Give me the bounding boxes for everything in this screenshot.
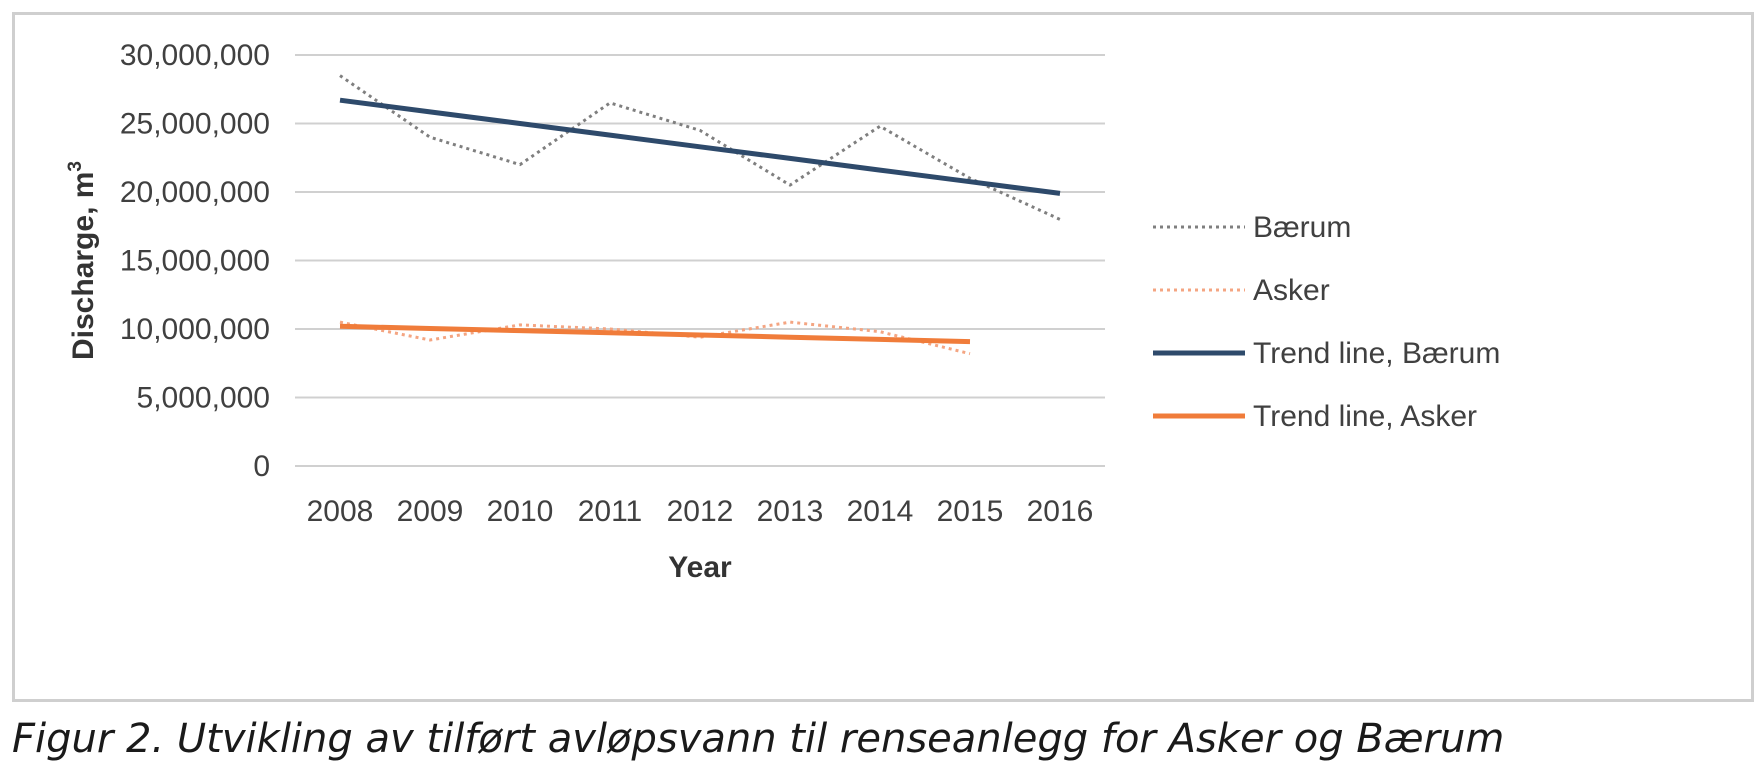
legend-label: Bærum bbox=[1253, 211, 1351, 244]
y-axis-title: Discharge, m3 bbox=[65, 161, 100, 360]
y-tick-label: 10,000,000 bbox=[120, 313, 270, 346]
figure-caption: Figur 2. Utvikling av tilført avløpsvann… bbox=[12, 716, 1505, 762]
x-tick-label: 2011 bbox=[578, 495, 643, 528]
legend: Bærum Asker Trend line, Bærum Trend line, A… bbox=[1153, 211, 1500, 433]
x-tick-label: 2008 bbox=[307, 495, 374, 528]
x-tick-label: 2012 bbox=[667, 495, 734, 528]
series-line-0 bbox=[339, 74, 1061, 221]
x-tick-label: 2013 bbox=[757, 495, 824, 528]
y-tick-label: 20,000,000 bbox=[120, 176, 270, 209]
x-axis-title: Year bbox=[668, 551, 732, 584]
legend-label: Asker bbox=[1253, 274, 1330, 307]
x-tick-label: 2009 bbox=[397, 495, 464, 528]
legend-label: Trend line, Bærum bbox=[1253, 337, 1500, 370]
y-axis-title-text: Discharge, m bbox=[67, 172, 100, 360]
y-tick-label: 25,000,000 bbox=[120, 108, 270, 141]
y-tick-label: 30,000,000 bbox=[120, 39, 270, 72]
x-tick-label: 2010 bbox=[487, 495, 554, 528]
legend-label: Trend line, Asker bbox=[1253, 400, 1477, 433]
series-line-1 bbox=[339, 320, 971, 356]
series-line-2 bbox=[339, 97, 1061, 196]
y-tick-label: 0 bbox=[253, 450, 270, 483]
chart-frame: 0 5,000,000 10,000,000 15,000,000 20,000,000… bbox=[12, 12, 1754, 702]
x-tick-label: 2014 bbox=[847, 495, 914, 528]
x-tick-label: 2015 bbox=[937, 495, 1004, 528]
y-axis-title-superscript: 3 bbox=[65, 161, 86, 172]
series-line-3 bbox=[339, 323, 971, 345]
y-tick-label: 15,000,000 bbox=[120, 245, 270, 278]
chart-svg: 0 5,000,000 10,000,000 15,000,000 20,000,000… bbox=[65, 39, 1500, 584]
y-tick-label: 5,000,000 bbox=[137, 382, 270, 415]
x-tick-label: 2016 bbox=[1027, 495, 1094, 528]
